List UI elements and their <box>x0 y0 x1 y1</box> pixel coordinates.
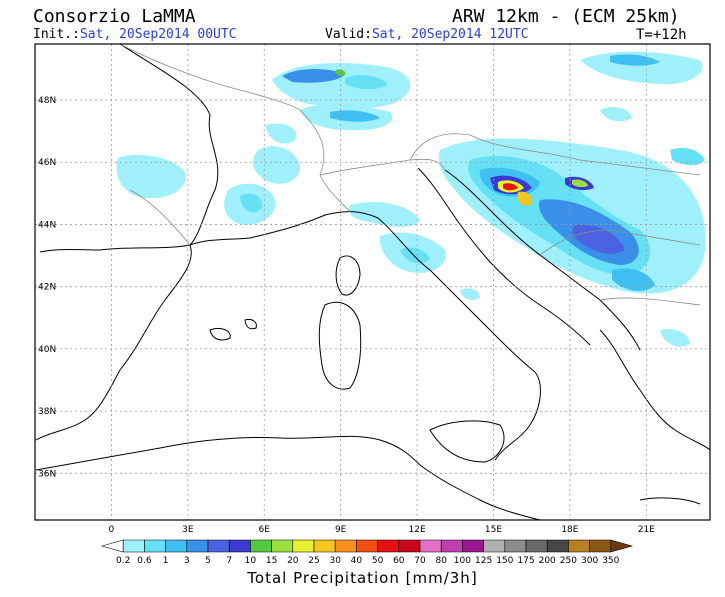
lon-tick-label: 3E <box>182 525 194 535</box>
valid-label: Valid: <box>325 27 372 42</box>
lat-tick-label: 46N <box>38 158 56 168</box>
init-value: Sat, 20Sep2014 00UTC <box>79 27 237 42</box>
init-time: Init.:Sat, 20Sep2014 00UTC <box>33 27 237 42</box>
legend-swatch <box>334 539 357 553</box>
valid-value: Sat, 20Sep2014 12UTC <box>371 27 529 42</box>
organization-title: Consorzio LaMMA <box>33 6 196 27</box>
precipitation-legend: 0.2 0.6 1 3 5 7 10 15 20 25 30 40 50 60 70 80 100 125 150 1… <box>100 539 634 566</box>
legend-swatch <box>186 539 209 553</box>
legend-label: 5 <box>205 556 211 566</box>
lat-tick-label: 38N <box>38 407 56 417</box>
legend-label: 250 <box>560 556 577 566</box>
legend-swatch <box>504 539 527 553</box>
init-label: Init.: <box>33 27 80 42</box>
legend-label: 200 <box>539 556 556 566</box>
legend-swatch <box>356 539 378 553</box>
legend-label: 350 <box>602 556 619 566</box>
legend-swatch <box>207 539 230 553</box>
precipitation-field <box>116 51 706 347</box>
legend-label: 0.6 <box>137 556 152 566</box>
valid-time: Valid:Sat, 20Sep2014 12UTC <box>325 27 529 42</box>
legend-swatch <box>313 539 336 553</box>
lat-tick-label: 42N <box>38 283 56 293</box>
legend-label: 15 <box>266 556 277 566</box>
legend-label: 300 <box>581 556 598 566</box>
lat-tick-label: 44N <box>38 220 56 230</box>
legend-swatch <box>419 539 442 553</box>
legend-label: 70 <box>414 556 426 566</box>
coastlines <box>35 44 710 520</box>
legend-swatch <box>228 539 251 553</box>
legend-label: 80 <box>435 556 447 566</box>
longitude-labels: 0 3E 6E 9E 12E 15E 18E 21E <box>109 525 656 535</box>
lat-tick-label: 48N <box>38 96 56 106</box>
legend-swatch <box>122 539 145 553</box>
legend-title: Total Precipitation [mm/3h] <box>247 569 478 587</box>
map-frame <box>34 43 711 521</box>
legend-swatch <box>398 539 421 553</box>
legend-label: 150 <box>496 556 513 566</box>
legend-label: 10 <box>245 556 257 566</box>
lon-tick-label: 15E <box>485 525 502 535</box>
legend-label: 7 <box>226 556 232 566</box>
legend-swatch <box>589 539 612 553</box>
lon-tick-label: 9E <box>335 525 347 535</box>
legend-swatch <box>100 539 124 553</box>
legend-label: 60 <box>393 556 405 566</box>
latitude-labels: 48N 46N 44N 42N 40N 38N 36N <box>38 96 56 479</box>
legend-swatch <box>144 539 166 553</box>
model-title: ARW 12km - (ECM 25km) <box>452 6 680 27</box>
legend-swatch <box>483 539 506 553</box>
legend-swatch <box>377 539 400 553</box>
legend-label: 100 <box>454 556 471 566</box>
lon-tick-label: 6E <box>259 525 271 535</box>
lon-tick-label: 12E <box>409 525 426 535</box>
legend-label: 1 <box>163 556 169 566</box>
legend-label: 50 <box>372 556 384 566</box>
legend-label: 125 <box>475 556 492 566</box>
legend-swatch <box>250 539 272 553</box>
legend-swatch <box>546 539 569 553</box>
legend-swatch <box>610 539 634 553</box>
legend-label: 25 <box>308 556 319 566</box>
legend-label: 175 <box>517 556 534 566</box>
legend-swatch <box>165 539 188 553</box>
lon-tick-label: 0 <box>109 525 115 535</box>
legend-swatch <box>292 539 315 553</box>
legend-swatch <box>568 539 590 553</box>
lon-tick-label: 18E <box>561 525 578 535</box>
legend-swatch <box>462 539 484 553</box>
legend-label: 3 <box>184 556 190 566</box>
forecast-step: T=+12h <box>636 27 687 43</box>
legend-swatch <box>440 539 463 553</box>
legend-label: 0.2 <box>116 556 130 566</box>
legend-swatch <box>525 539 548 553</box>
legend-label: 20 <box>287 556 299 566</box>
lat-tick-label: 40N <box>38 345 56 355</box>
legend-swatch <box>271 539 294 553</box>
legend-label: 30 <box>329 556 341 566</box>
legend-label: 40 <box>351 556 363 566</box>
national-borders <box>119 44 701 306</box>
latlon-grid <box>35 44 710 520</box>
lat-tick-label: 36N <box>38 469 56 479</box>
lon-tick-label: 21E <box>638 525 655 535</box>
